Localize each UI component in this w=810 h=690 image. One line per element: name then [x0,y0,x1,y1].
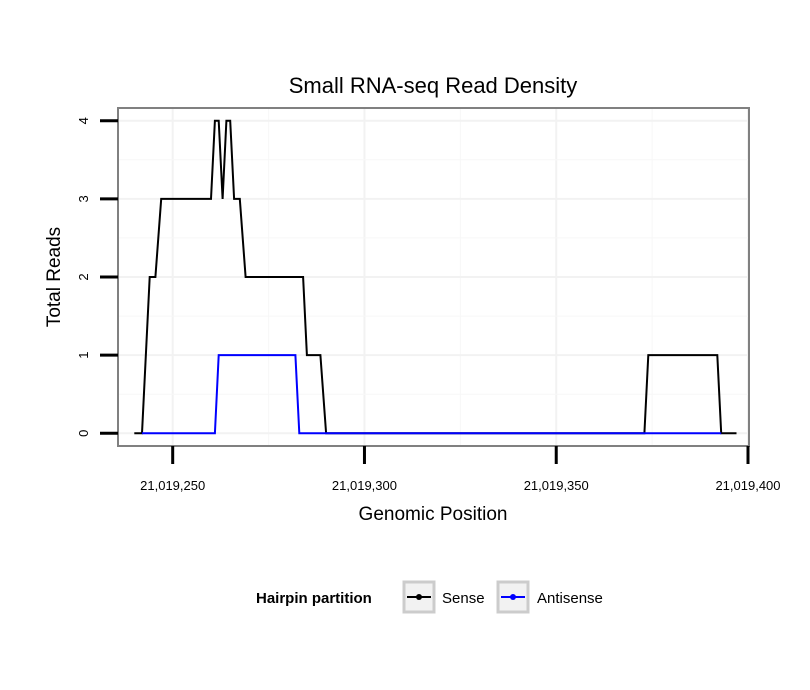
y-tick-label: 4 [76,117,91,124]
series-layer [134,119,737,435]
x-tick-label: 21,019,350 [524,478,589,493]
x-tick-label: 21,019,400 [715,478,780,493]
x-axis: 21,019,250 21,019,300 21,019,350 21,019,400 [140,446,781,493]
grid-lines [119,109,749,445]
legend-label-antisense: Antisense [537,590,603,607]
y-axis-title: Total Reads [44,227,65,327]
series-line-antisense [142,354,722,435]
y-tick-label: 0 [76,430,91,437]
legend-key-antisense-point [510,594,516,600]
series-line-sense [134,119,737,435]
legend: Hairpin partition Sense Antisense [256,580,603,614]
y-tick-label: 1 [76,352,91,359]
legend-label-sense: Sense [442,590,485,607]
y-tick-label: 2 [76,273,91,280]
x-axis-title: Genomic Position [359,504,508,525]
y-axis: 0 1 2 3 4 [76,117,118,437]
x-tick-label: 21,019,250 [140,478,205,493]
legend-key-sense-point [416,594,422,600]
x-tick-label: 21,019,300 [332,478,397,493]
chart-title: Small RNA-seq Read Density [289,73,578,98]
legend-title: Hairpin partition [256,590,372,607]
y-tick-label: 3 [76,195,91,202]
